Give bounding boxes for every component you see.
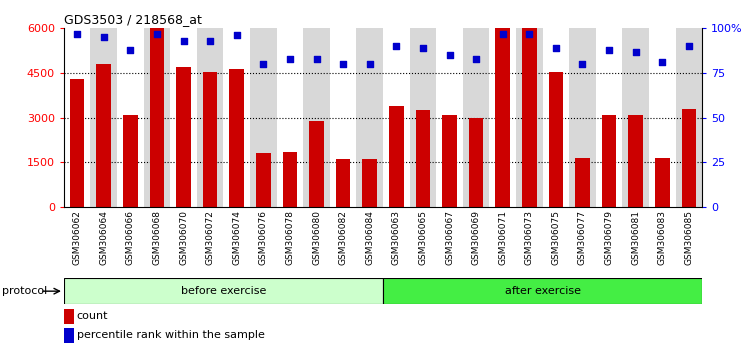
Bar bbox=[623, 28, 649, 207]
Bar bbox=[143, 28, 170, 207]
Bar bbox=[649, 28, 676, 207]
Bar bbox=[336, 159, 351, 207]
Bar bbox=[676, 28, 702, 207]
Bar bbox=[602, 115, 617, 207]
Bar bbox=[463, 28, 490, 207]
Bar bbox=[548, 72, 563, 207]
Point bbox=[231, 33, 243, 38]
Text: percentile rank within the sample: percentile rank within the sample bbox=[77, 330, 264, 341]
Bar bbox=[436, 28, 463, 207]
Bar bbox=[655, 158, 670, 207]
Point bbox=[125, 47, 137, 53]
Bar bbox=[469, 118, 484, 207]
Point bbox=[151, 31, 163, 36]
Bar bbox=[224, 28, 250, 207]
Point bbox=[629, 49, 641, 55]
Bar bbox=[496, 28, 510, 207]
Bar bbox=[409, 28, 436, 207]
Text: protocol: protocol bbox=[2, 286, 47, 296]
Bar bbox=[389, 106, 403, 207]
Point bbox=[577, 61, 589, 67]
Bar bbox=[197, 28, 224, 207]
Bar bbox=[442, 115, 457, 207]
Bar bbox=[256, 154, 270, 207]
Point bbox=[496, 31, 508, 36]
Bar bbox=[383, 28, 409, 207]
Point bbox=[204, 38, 216, 44]
Bar bbox=[123, 115, 137, 207]
Point bbox=[417, 45, 429, 51]
Bar bbox=[96, 64, 111, 207]
Point bbox=[310, 56, 322, 62]
Bar bbox=[64, 278, 383, 304]
Bar bbox=[303, 28, 330, 207]
Text: GDS3503 / 218568_at: GDS3503 / 218568_at bbox=[64, 13, 202, 26]
Bar bbox=[682, 109, 696, 207]
Point bbox=[177, 38, 189, 44]
Bar bbox=[309, 121, 324, 207]
Point bbox=[603, 47, 615, 53]
Bar bbox=[176, 67, 191, 207]
Bar bbox=[383, 278, 702, 304]
Bar bbox=[569, 28, 596, 207]
Point bbox=[656, 59, 668, 65]
Bar bbox=[282, 152, 297, 207]
Bar bbox=[229, 69, 244, 207]
Bar bbox=[516, 28, 543, 207]
Point bbox=[258, 61, 270, 67]
Bar bbox=[522, 28, 537, 207]
Bar bbox=[629, 115, 643, 207]
Point bbox=[683, 43, 695, 49]
Bar bbox=[575, 158, 590, 207]
Bar bbox=[276, 28, 303, 207]
Bar bbox=[490, 28, 516, 207]
Bar bbox=[90, 28, 117, 207]
Bar bbox=[596, 28, 623, 207]
Text: before exercise: before exercise bbox=[181, 286, 266, 296]
Point bbox=[363, 61, 376, 67]
Bar bbox=[363, 159, 377, 207]
Bar bbox=[415, 110, 430, 207]
Point bbox=[523, 31, 535, 36]
Bar bbox=[149, 28, 164, 207]
Bar bbox=[64, 28, 90, 207]
Bar bbox=[170, 28, 197, 207]
Point bbox=[550, 45, 562, 51]
Bar bbox=[203, 72, 218, 207]
Bar bbox=[543, 28, 569, 207]
Bar bbox=[117, 28, 143, 207]
Point bbox=[470, 56, 482, 62]
Point bbox=[444, 52, 456, 58]
Bar bbox=[70, 79, 84, 207]
Bar bbox=[64, 328, 74, 343]
Point bbox=[337, 61, 349, 67]
Text: after exercise: after exercise bbox=[505, 286, 581, 296]
Bar bbox=[357, 28, 383, 207]
Text: count: count bbox=[77, 311, 108, 321]
Bar bbox=[330, 28, 357, 207]
Bar bbox=[250, 28, 276, 207]
Point bbox=[391, 43, 403, 49]
Point bbox=[284, 56, 296, 62]
Bar bbox=[64, 309, 74, 324]
Point bbox=[98, 34, 110, 40]
Point bbox=[71, 31, 83, 36]
